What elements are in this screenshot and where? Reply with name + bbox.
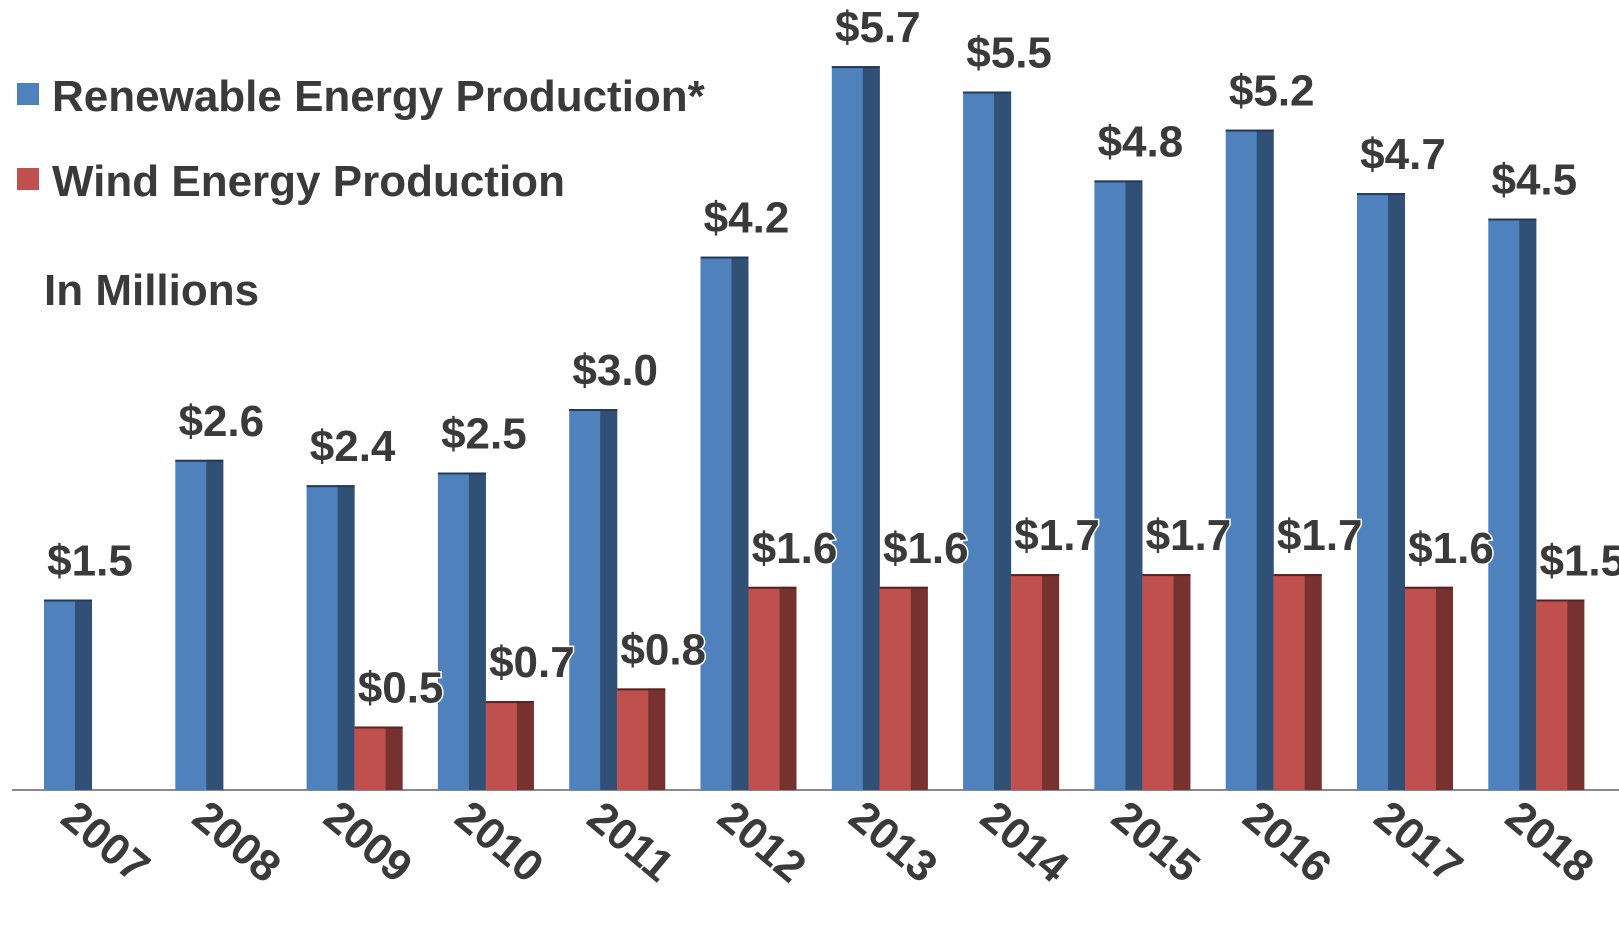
renewable-data-label-2012: $4.2 bbox=[704, 194, 790, 243]
wind-bar-top-2015 bbox=[1142, 574, 1191, 577]
renewable-data-label-2018: $4.5 bbox=[1491, 156, 1577, 205]
renewable-bar-side-2009 bbox=[337, 485, 355, 790]
renewable-bar-side-2012 bbox=[731, 256, 749, 791]
wind-bar-top-2017 bbox=[1405, 586, 1453, 589]
renewable-data-label-2014: $5.5 bbox=[966, 29, 1052, 78]
wind-data-label-2016: $1.7 bbox=[1277, 511, 1363, 560]
renewable-bar-top-2015 bbox=[1094, 180, 1143, 183]
x-tick-label-2008: 2008 bbox=[183, 792, 289, 892]
renewable-bar-side-2014 bbox=[994, 91, 1012, 790]
renewable-bar-side-2011 bbox=[600, 409, 618, 790]
legend-label-renewable: Renewable Energy Production* bbox=[52, 72, 706, 121]
x-tick-label-2013: 2013 bbox=[840, 792, 946, 892]
wind-bar-side-2013 bbox=[910, 586, 928, 790]
renewable-data-label-2008: $2.6 bbox=[178, 397, 264, 446]
legend-swatch-renewable bbox=[17, 83, 39, 105]
wind-bar-top-2013 bbox=[879, 586, 928, 589]
x-tick-label-2014: 2014 bbox=[971, 792, 1078, 893]
renewable-bar-top-2018 bbox=[1488, 218, 1537, 221]
renewable-data-label-2011: $3.0 bbox=[572, 346, 658, 395]
x-tick-label-2010: 2010 bbox=[446, 792, 552, 892]
renewable-bar-top-2016 bbox=[1225, 129, 1274, 132]
renewable-data-label-2013: $5.7 bbox=[835, 3, 921, 52]
x-tick-label-2015: 2015 bbox=[1102, 792, 1208, 892]
legend-label-wind: Wind Energy Production bbox=[52, 157, 565, 206]
renewable-data-label-2010: $2.5 bbox=[441, 410, 527, 459]
wind-bar-side-2009 bbox=[385, 726, 403, 790]
wind-bar-side-2014 bbox=[1042, 574, 1060, 790]
renewable-bar-top-2007 bbox=[44, 599, 92, 602]
renewable-bar-side-2015 bbox=[1125, 180, 1143, 790]
renewable-bar-side-2017 bbox=[1388, 193, 1405, 791]
wind-data-label-2018: $1.5 bbox=[1539, 537, 1619, 586]
renewable-bar-side-2010 bbox=[468, 472, 486, 790]
wind-data-label-2013: $1.6 bbox=[883, 524, 969, 573]
x-tick-label-2011: 2011 bbox=[578, 792, 683, 891]
legend-swatch-wind bbox=[17, 168, 39, 190]
wind-bar-top-2016 bbox=[1273, 574, 1322, 577]
wind-bar-side-2017 bbox=[1436, 586, 1453, 790]
renewable-bar-top-2009 bbox=[306, 485, 355, 488]
x-tick-label-2016: 2016 bbox=[1234, 792, 1340, 892]
renewable-data-label-2016: $5.2 bbox=[1229, 67, 1315, 116]
wind-data-label-2009: $0.5 bbox=[358, 664, 444, 713]
wind-data-label-2014: $1.7 bbox=[1014, 511, 1100, 560]
renewable-data-label-2017: $4.7 bbox=[1360, 130, 1446, 179]
renewable-bar-top-2011 bbox=[569, 409, 618, 411]
wind-data-label-2011: $0.8 bbox=[620, 625, 706, 674]
wind-bar-top-2009 bbox=[354, 726, 403, 729]
wind-data-label-2012: $1.6 bbox=[752, 524, 838, 573]
renewable-bar-side-2013 bbox=[862, 66, 880, 791]
wind-bar-side-2012 bbox=[779, 586, 797, 790]
legend: Renewable Energy Production* Wind Energy … bbox=[17, 71, 707, 208]
renewable-bar-top-2013 bbox=[831, 66, 880, 69]
x-tick-label-2007: 2007 bbox=[52, 792, 158, 892]
wind-bar-side-2010 bbox=[516, 701, 534, 790]
renewable-bar-side-2007 bbox=[75, 599, 92, 790]
wind-bar-side-2015 bbox=[1173, 574, 1191, 790]
wind-data-label-2015: $1.7 bbox=[1146, 511, 1232, 560]
wind-bar-side-2011 bbox=[648, 688, 666, 790]
wind-data-label-2017: $1.6 bbox=[1408, 524, 1494, 573]
renewable-bar-top-2012 bbox=[700, 256, 749, 259]
wind-bar-side-2016 bbox=[1304, 574, 1322, 790]
wind-data-label-2010: $0.7 bbox=[489, 638, 575, 687]
renewable-bar-top-2017 bbox=[1357, 193, 1405, 196]
wind-bar-top-2018 bbox=[1536, 599, 1585, 602]
wind-bar-top-2012 bbox=[748, 586, 797, 589]
units-annotation: In Millions bbox=[44, 266, 259, 315]
wind-bar-side-2018 bbox=[1567, 599, 1585, 790]
renewable-data-label-2009: $2.4 bbox=[310, 422, 396, 471]
renewable-data-label-2015: $4.8 bbox=[1098, 117, 1184, 166]
wind-bar-top-2010 bbox=[485, 701, 534, 704]
x-tick-label-2017: 2017 bbox=[1365, 792, 1471, 892]
renewable-bar-side-2018 bbox=[1519, 218, 1537, 790]
renewable-bar-top-2010 bbox=[437, 472, 486, 475]
renewable-bar-side-2016 bbox=[1256, 129, 1274, 791]
x-tick-label-2009: 2009 bbox=[315, 792, 421, 892]
renewable-data-label-2007: $1.5 bbox=[47, 537, 133, 586]
x-tick-label-2012: 2012 bbox=[709, 792, 815, 892]
renewable-bar-side-2008 bbox=[206, 459, 224, 790]
renewable-bar-top-2014 bbox=[963, 91, 1012, 94]
wind-bar-top-2014 bbox=[1011, 574, 1060, 577]
x-tick-label-2018: 2018 bbox=[1496, 792, 1602, 892]
renewable-bar-top-2008 bbox=[175, 459, 224, 462]
wind-bar-top-2011 bbox=[617, 688, 666, 691]
